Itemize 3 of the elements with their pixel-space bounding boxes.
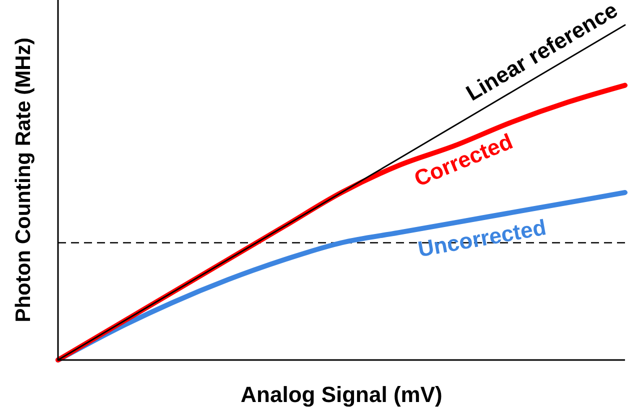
x-axis-title: Analog Signal (mV) bbox=[240, 382, 442, 407]
y-axis-title: Photon Counting Rate (MHz) bbox=[12, 38, 35, 322]
text: Uncorrected bbox=[416, 214, 548, 262]
